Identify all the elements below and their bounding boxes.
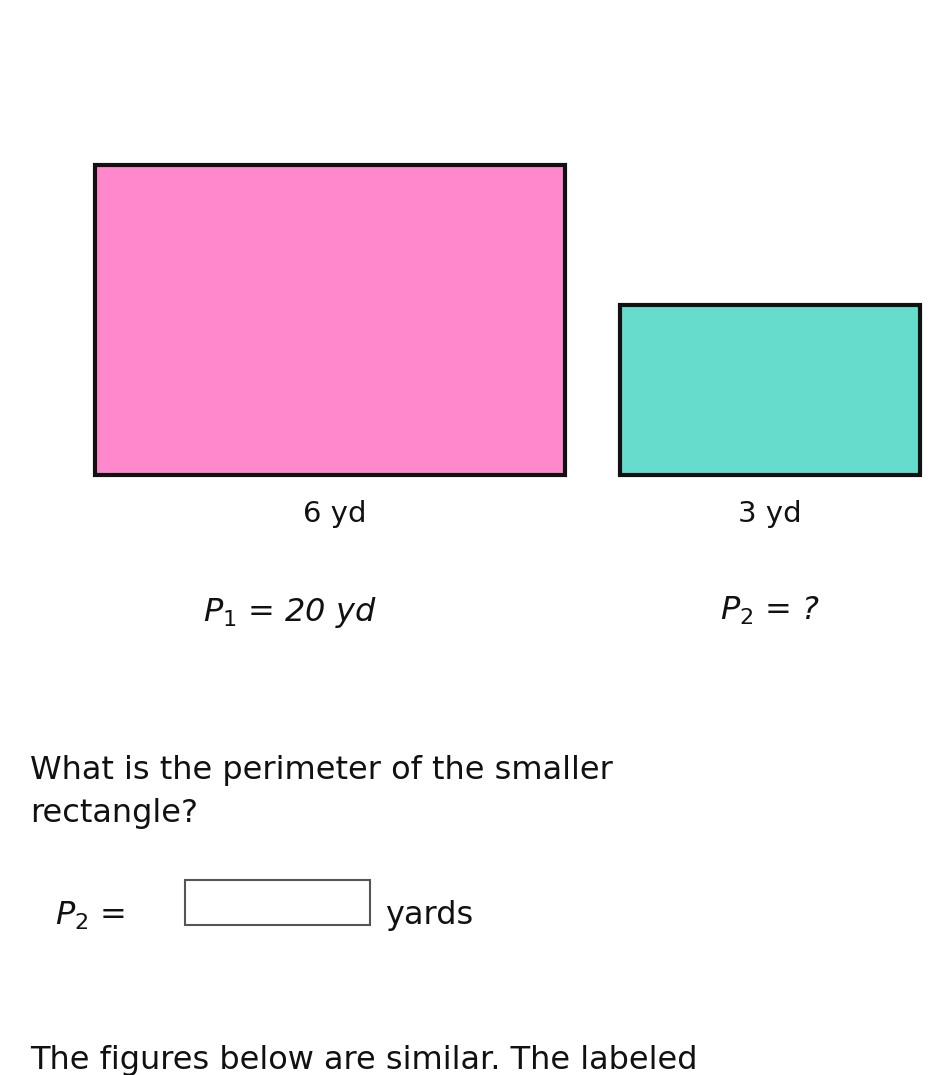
Text: 6 yd: 6 yd [303,500,367,528]
Text: $P_1$ = 20 yd: $P_1$ = 20 yd [203,594,377,630]
Text: What is the perimeter of the smaller
rectangle?: What is the perimeter of the smaller rec… [30,755,612,829]
Bar [620,305,919,475]
Text: $P_2$ =: $P_2$ = [55,900,125,932]
Text: 3 yd: 3 yd [738,500,801,528]
Text: The figures below are similar. The labeled
sides are corresponding.: The figures below are similar. The label… [30,1045,697,1075]
Text: $P_2$ = ?: $P_2$ = ? [720,594,819,628]
Text: yards: yards [385,900,473,931]
Bar [185,880,369,924]
Bar [95,164,565,475]
